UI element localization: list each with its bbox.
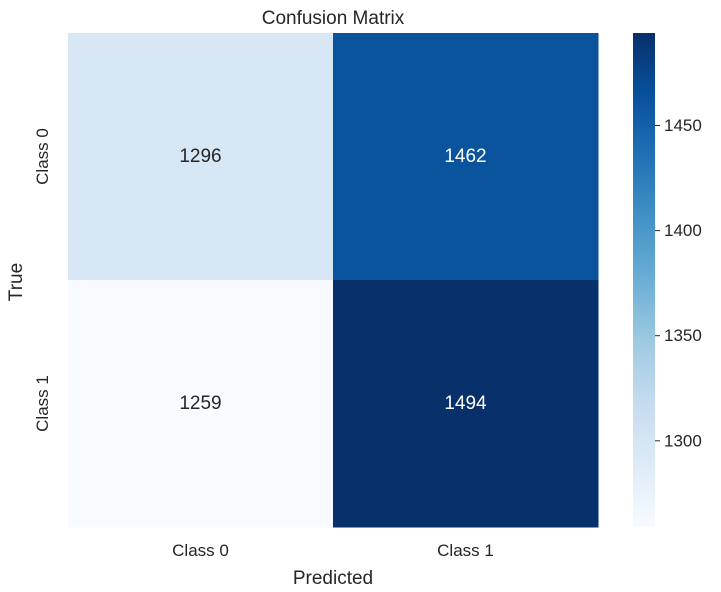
cell-value-r0-c1: 1462 xyxy=(444,146,486,167)
cell-value-labels: 1296 1462 1259 1494 xyxy=(179,146,487,414)
x-tick-label-1: Class 1 xyxy=(437,541,494,560)
colorbar-tick-label-3: 1450 xyxy=(664,116,702,135)
colorbar-tick-label-2: 1400 xyxy=(664,221,702,240)
heatmap-cell-r0-c1 xyxy=(333,33,599,281)
cell-value-r0-c0: 1296 xyxy=(179,146,221,167)
colorbar-ticks: 1300 1350 1400 1450 xyxy=(655,116,702,450)
y-axis-ticks: Class 0 Class 1 xyxy=(33,128,52,432)
chart-title: Confusion Matrix xyxy=(262,8,405,29)
colorbar xyxy=(633,33,655,527)
heatmap-cell-r0-c0 xyxy=(68,33,334,281)
cell-value-r1-c0: 1259 xyxy=(179,393,221,414)
heatmap-cells xyxy=(68,33,599,528)
colorbar-tick-label-1: 1350 xyxy=(664,326,702,345)
cell-value-r1-c1: 1494 xyxy=(444,393,487,414)
x-axis-ticks: Class 0 Class 1 xyxy=(172,541,494,560)
x-tick-label-0: Class 0 xyxy=(172,541,229,560)
heatmap-cell-r1-c0 xyxy=(68,280,334,528)
colorbar-tick-label-0: 1300 xyxy=(664,431,702,450)
heatmap-cell-r1-c1 xyxy=(333,280,599,528)
y-tick-label-0: Class 0 xyxy=(33,128,52,185)
y-axis-label: True xyxy=(6,263,27,301)
x-axis-label: Predicted xyxy=(293,568,373,589)
y-tick-label-1: Class 1 xyxy=(33,375,52,432)
